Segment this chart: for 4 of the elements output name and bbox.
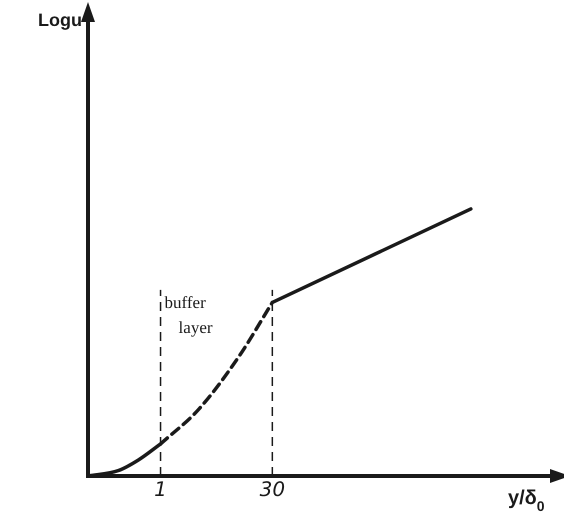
x-tick-label: 30 (260, 477, 286, 502)
x-tick-label: 1 (154, 477, 167, 502)
text: Logu (38, 10, 82, 30)
annotation: buffer layer (164, 292, 213, 337)
